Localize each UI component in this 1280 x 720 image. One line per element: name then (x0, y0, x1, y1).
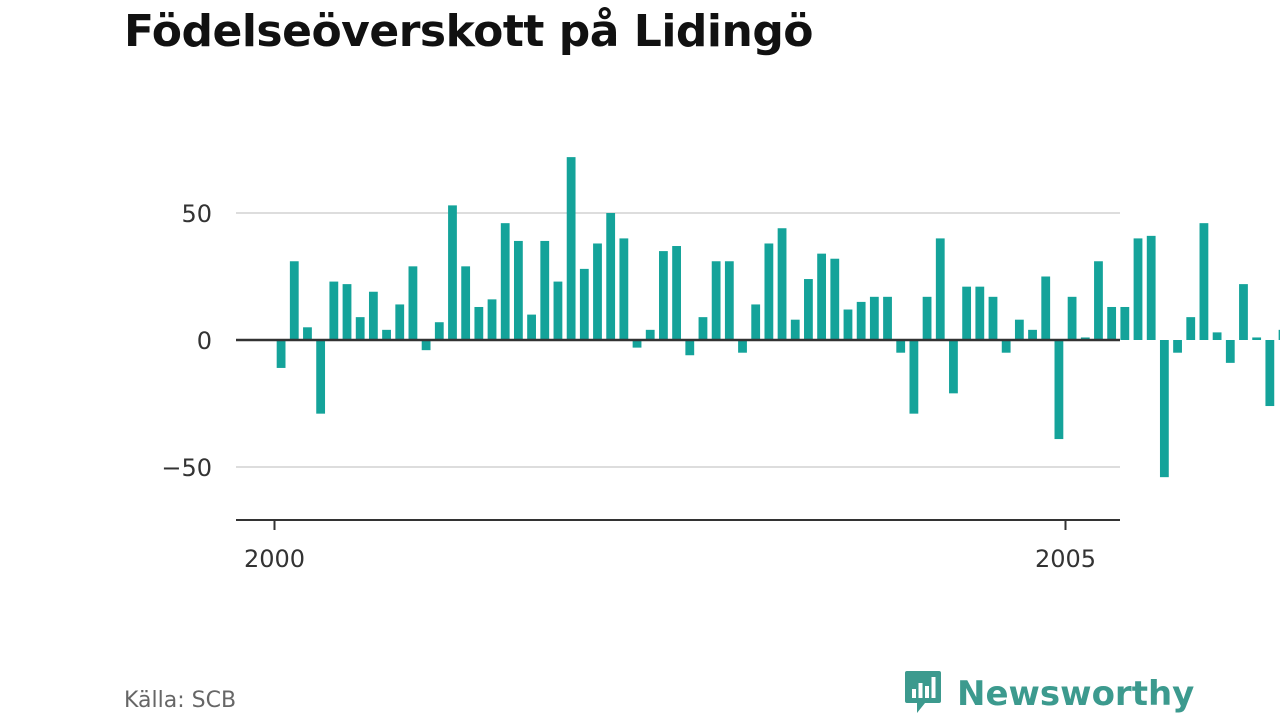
bar (645, 329, 655, 340)
bar (342, 284, 352, 340)
bar (698, 317, 708, 340)
bar (672, 246, 681, 340)
bar (382, 329, 391, 340)
bar (1080, 337, 1090, 340)
chart-title: Födelseöverskott på Lidingö (124, 6, 814, 57)
bar (909, 340, 919, 414)
bar (474, 306, 484, 340)
bar (830, 258, 840, 340)
bar (289, 261, 299, 340)
bar (448, 205, 457, 340)
bar (777, 228, 787, 340)
bar (685, 340, 695, 356)
bar (579, 268, 589, 340)
bar (1278, 329, 1280, 340)
bar (988, 296, 998, 340)
bar (461, 266, 471, 340)
bar (764, 243, 774, 340)
bar (500, 223, 510, 340)
bar (513, 240, 523, 340)
bar (487, 299, 497, 340)
bar (1225, 340, 1235, 363)
bar (1107, 306, 1117, 340)
bar (922, 296, 932, 340)
bar (606, 213, 616, 340)
bar (368, 291, 378, 340)
brand-name: Newsworthy (957, 674, 1195, 714)
bar (566, 157, 576, 340)
bar (1199, 223, 1209, 340)
bar (527, 314, 536, 340)
bar (1146, 235, 1156, 340)
gridlines (236, 212, 1120, 468)
bar (421, 340, 431, 351)
bar (659, 251, 668, 340)
source-label: Källa: SCB (124, 688, 237, 713)
brand-logo[interactable]: Newsworthy (903, 669, 1195, 719)
bar (1186, 317, 1196, 340)
bar (817, 253, 827, 340)
bar (329, 281, 339, 340)
bar (1120, 306, 1130, 340)
bar (316, 340, 326, 414)
bar (1173, 340, 1182, 353)
bar (632, 340, 642, 348)
bar (711, 261, 721, 340)
x-tick-label: 2000 (244, 545, 305, 573)
bar (1159, 340, 1169, 478)
bar (724, 261, 734, 340)
bar (896, 340, 906, 353)
bar (1252, 337, 1262, 340)
bar (1041, 276, 1051, 340)
bar (593, 243, 602, 340)
bar (276, 340, 286, 368)
bar (1265, 340, 1275, 407)
bars (276, 157, 1280, 478)
bar (303, 327, 312, 340)
bar (962, 286, 972, 340)
bar (1001, 340, 1011, 353)
bar (540, 240, 550, 340)
y-tick-label: 0 (197, 327, 212, 355)
bar (869, 296, 879, 340)
y-tick-label: −50 (161, 454, 212, 482)
y-axis: −50 0 50 (161, 200, 212, 482)
bar (1094, 261, 1103, 340)
bar (738, 340, 747, 353)
bar (883, 296, 892, 340)
bar (1014, 319, 1024, 340)
bar (408, 266, 418, 340)
bar (751, 304, 761, 340)
x-tick-label: 2005 (1035, 545, 1096, 573)
bar (1133, 238, 1143, 340)
bar (804, 279, 813, 340)
bar (1239, 284, 1248, 340)
bar (355, 317, 365, 340)
newsworthy-logo-icon (903, 669, 943, 719)
bar (1212, 332, 1222, 340)
bar (949, 340, 958, 394)
bar (790, 319, 800, 340)
y-tick-label: 50 (181, 200, 212, 228)
bar (1067, 296, 1077, 340)
x-axis: 200020052010201520202025 (236, 519, 1120, 573)
bar (1054, 340, 1064, 440)
bar (975, 286, 985, 340)
bar (1028, 329, 1037, 340)
bar (935, 238, 945, 340)
bar (553, 281, 563, 340)
bar (619, 238, 629, 340)
bar (843, 309, 853, 340)
bar (856, 301, 866, 340)
bar (434, 322, 444, 340)
bar (395, 304, 405, 340)
